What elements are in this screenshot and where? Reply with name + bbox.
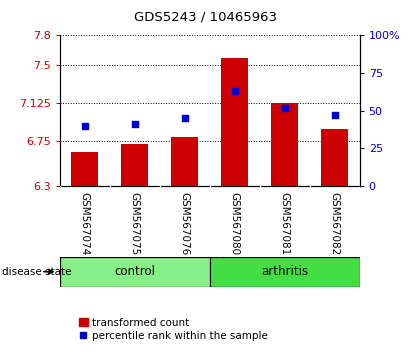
- Bar: [321, 129, 349, 186]
- Bar: [221, 58, 248, 186]
- Text: GSM567080: GSM567080: [230, 192, 240, 255]
- Text: GSM567075: GSM567075: [129, 192, 140, 255]
- Text: GSM567082: GSM567082: [330, 192, 339, 255]
- Bar: [121, 144, 148, 186]
- Text: GSM567074: GSM567074: [80, 192, 90, 255]
- Point: [181, 115, 188, 121]
- Text: arthritis: arthritis: [261, 265, 308, 278]
- Text: control: control: [114, 265, 155, 278]
- Text: disease state: disease state: [2, 267, 72, 277]
- Point: [132, 121, 138, 127]
- Point: [281, 105, 288, 110]
- Text: GDS5243 / 10465963: GDS5243 / 10465963: [134, 11, 277, 24]
- Point: [331, 112, 338, 118]
- Point: [81, 123, 88, 129]
- Text: GSM567081: GSM567081: [279, 192, 290, 255]
- Point: [231, 88, 238, 94]
- Text: GSM567076: GSM567076: [180, 192, 189, 255]
- Bar: [271, 103, 298, 186]
- Bar: [60, 257, 210, 287]
- Bar: [71, 152, 98, 186]
- Bar: [210, 257, 360, 287]
- Bar: [171, 137, 199, 186]
- Legend: transformed count, percentile rank within the sample: transformed count, percentile rank withi…: [75, 314, 272, 345]
